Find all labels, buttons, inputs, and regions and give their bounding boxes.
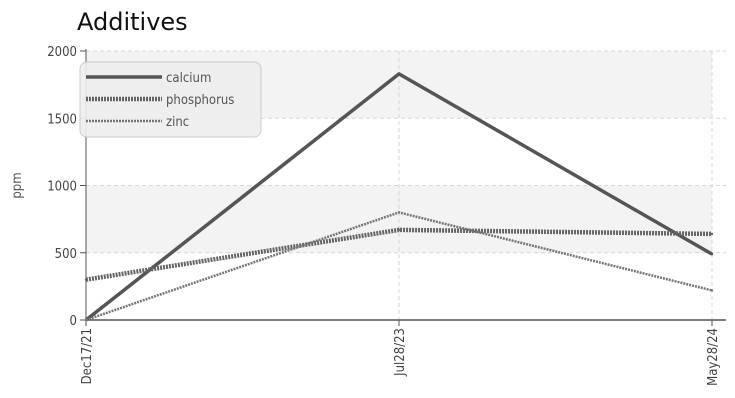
data-point-phosphorus: [397, 228, 401, 232]
legend-label-calcium: calcium: [166, 71, 211, 86]
y-tick-label: 1500: [47, 112, 77, 127]
y-tick-label: 0: [70, 314, 77, 329]
data-point-calcium: [710, 252, 714, 256]
data-point-zinc: [710, 289, 714, 292]
x-tick-label: May28/24: [706, 328, 721, 386]
y-tick-label: 2000: [47, 45, 77, 60]
legend-label-phosphorus: phosphorus: [166, 93, 234, 108]
data-point-zinc: [397, 211, 401, 214]
y-tick-label: 500: [55, 247, 77, 262]
x-tick-label: Jul28/23: [393, 328, 408, 377]
data-point-calcium: [397, 72, 401, 76]
data-point-zinc: [84, 318, 88, 322]
chart-title: Additives: [77, 8, 188, 36]
data-point-phosphorus: [710, 232, 714, 236]
data-point-phosphorus: [84, 278, 88, 281]
legend-box: [79, 61, 262, 138]
y-tick-label: 1000: [47, 180, 77, 195]
y-axis-label: ppm: [10, 172, 25, 198]
legend-label-zinc: zinc: [166, 115, 189, 130]
x-tick-label: Dec17/21: [80, 328, 95, 384]
